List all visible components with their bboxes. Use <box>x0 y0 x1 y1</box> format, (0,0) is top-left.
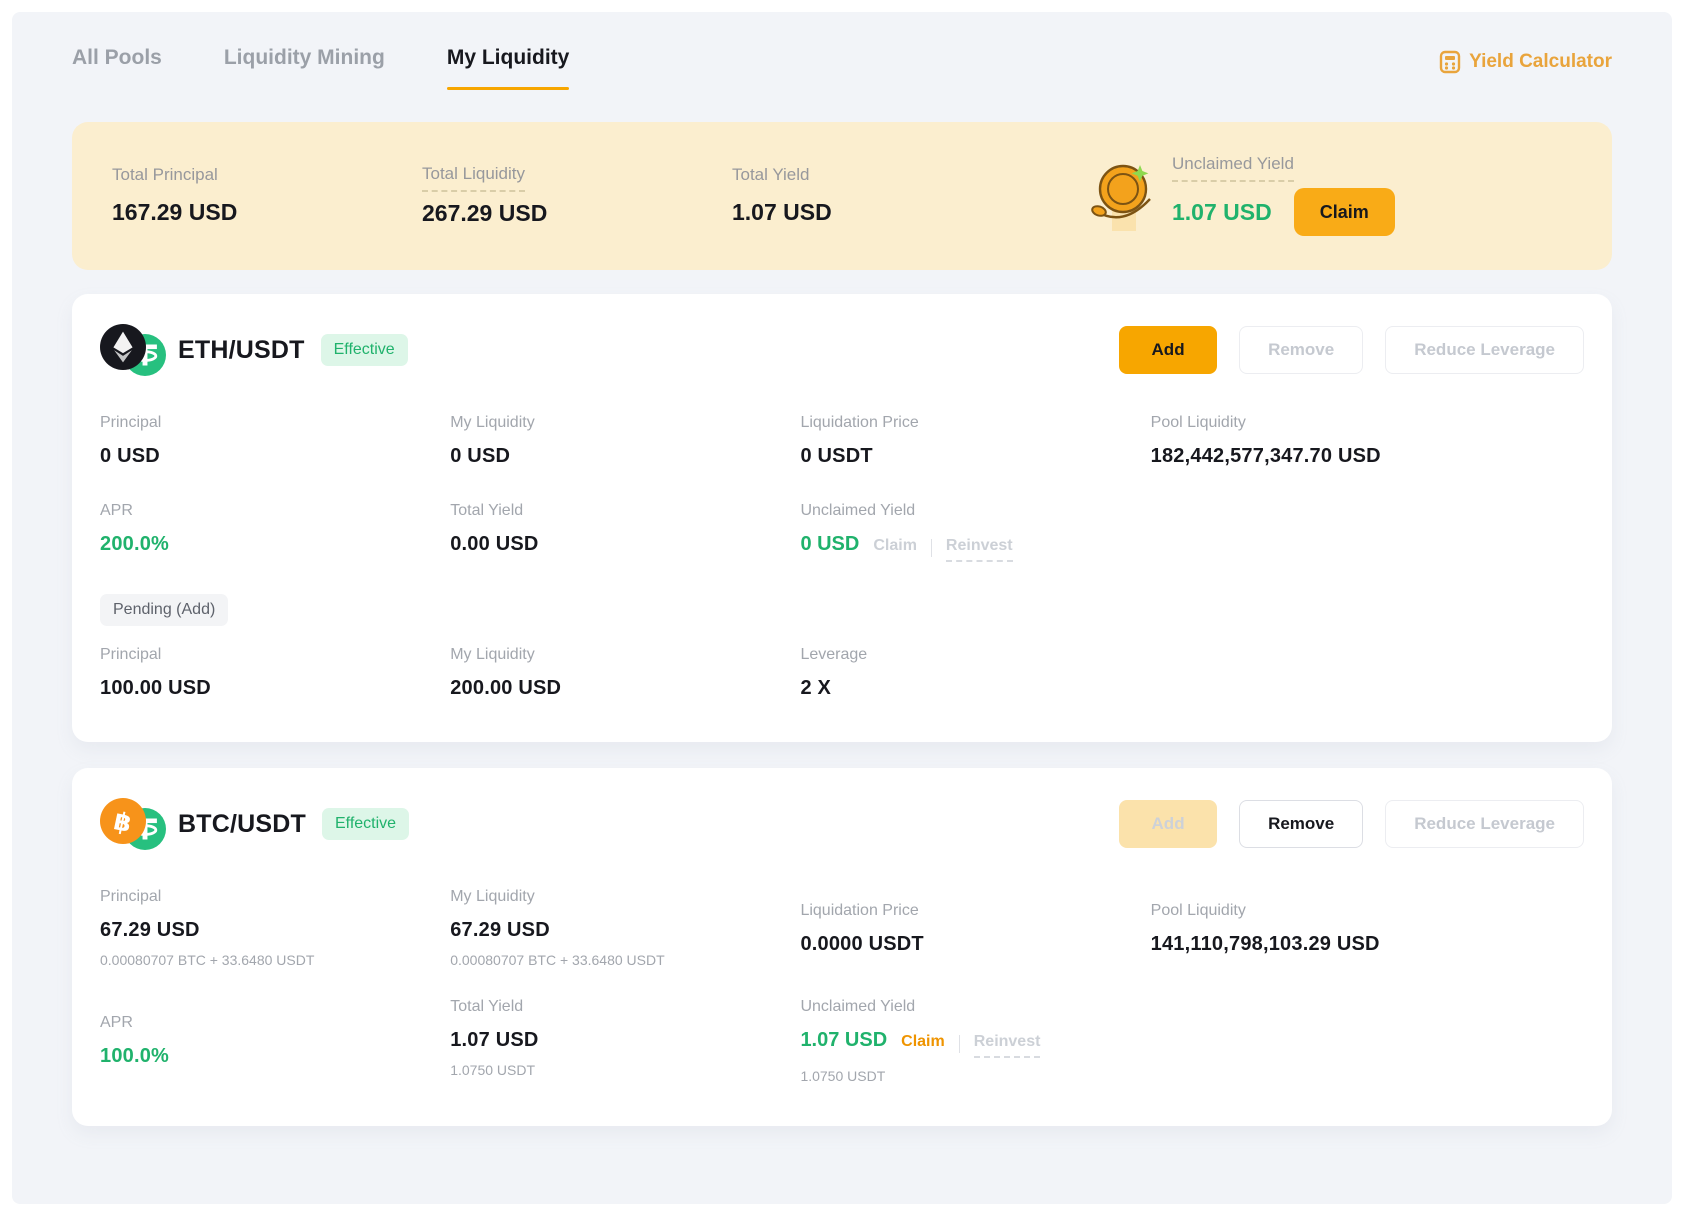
principal-breakdown: 0.00080707 BTC + 33.6480 USDT <box>100 952 315 968</box>
page-background: All Pools Liquidity Mining My Liquidity … <box>12 12 1672 1204</box>
total-yield-breakdown: 1.0750 USDT <box>450 1062 536 1078</box>
summary-banner: Total Principal 167.29 USD Total Liquidi… <box>72 122 1612 270</box>
unclaimed-yield-label[interactable]: Unclaimed Yield <box>1172 154 1294 182</box>
stat-unclaimed-yield: Unclaimed Yield 1.07 USD Claim Reinvest … <box>800 998 1150 1084</box>
calculator-icon <box>1439 50 1461 74</box>
claim-button[interactable]: Claim <box>1293 188 1395 236</box>
pool-card-btc-usdt: ฿ BTC/USDT Effective Add Remove Reduce L… <box>72 768 1612 1126</box>
stat-liquidation-price: Liquidation Price 0 USDT <box>800 414 919 467</box>
status-badge: Effective <box>321 808 410 840</box>
status-badge: Effective <box>320 334 408 366</box>
claim-link[interactable]: Claim <box>901 1033 945 1050</box>
stat-apr: APR 100.0% <box>100 1014 170 1067</box>
pair-name: BTC/USDT <box>178 809 306 838</box>
reduce-leverage-button[interactable]: Reduce Leverage <box>1385 800 1584 848</box>
total-principal-value: 167.29 USD <box>112 198 238 225</box>
tab-my-liquidity[interactable]: My Liquidity <box>447 46 570 94</box>
stat-my-liquidity: My Liquidity 67.29 USD 0.00080707 BTC + … <box>450 888 800 968</box>
gold-coin-illustration <box>1090 155 1156 235</box>
total-liquidity-label[interactable]: Total Liquidity <box>422 164 526 192</box>
pending-principal: Principal 100.00 USD <box>100 646 211 699</box>
pool-card-eth-usdt: ETH/USDT Effective Add Remove Reduce Lev… <box>72 294 1612 742</box>
unclaimed-yield-amount: 0 USD <box>800 533 860 555</box>
unclaimed-yield-amount: 1.07 USD <box>800 1029 888 1051</box>
stat-pool-liquidity: Pool Liquidity 182,442,577,347.70 USD <box>1150 414 1381 467</box>
pending-leverage: Leverage 2 X <box>800 646 868 699</box>
add-button[interactable]: Add <box>1119 326 1218 374</box>
pending-my-liquidity: My Liquidity 200.00 USD <box>450 646 562 699</box>
stat-apr: APR 200.0% <box>100 502 170 555</box>
total-liquidity-value: 267.29 USD <box>422 199 548 226</box>
remove-button[interactable]: Remove <box>1239 326 1364 374</box>
reduce-leverage-button[interactable]: Reduce Leverage <box>1385 326 1584 374</box>
total-yield-label: Total Yield <box>732 164 810 184</box>
btc-icon: ฿ <box>100 798 146 844</box>
remove-button[interactable]: Remove <box>1239 800 1364 848</box>
total-yield-value: 1.07 USD <box>732 198 832 225</box>
reinvest-link[interactable]: Reinvest <box>945 537 1013 562</box>
top-nav: All Pools Liquidity Mining My Liquidity … <box>72 46 1612 94</box>
unclaimed-yield-value: 1.07 USD <box>1172 198 1272 225</box>
unclaimed-yield-breakdown: 1.0750 USDT <box>800 1068 886 1084</box>
reinvest-link[interactable]: Reinvest <box>973 1033 1041 1058</box>
claim-link[interactable]: Claim <box>873 537 917 554</box>
yield-calculator-label: Yield Calculator <box>1469 51 1612 72</box>
eth-icon <box>100 324 146 370</box>
total-principal-label: Total Principal <box>112 164 218 184</box>
stat-total-yield: Total Yield 1.07 USD 1.0750 USDT <box>450 998 800 1084</box>
pending-add-badge: Pending (Add) <box>100 594 229 626</box>
pair-name: ETH/USDT <box>178 335 305 364</box>
stat-total-yield: Total Yield 0.00 USD <box>450 502 539 555</box>
stat-unclaimed-yield: Unclaimed Yield 0 USD Claim Reinvest <box>800 502 1150 562</box>
stat-principal: Principal 67.29 USD 0.00080707 BTC + 33.… <box>100 888 450 968</box>
stat-principal: Principal 0 USD <box>100 414 162 467</box>
stat-liquidation-price: Liquidation Price 0.0000 USDT <box>800 902 924 955</box>
stat-my-liquidity: My Liquidity 0 USD <box>450 414 535 467</box>
tab-all-pools[interactable]: All Pools <box>72 46 162 69</box>
stat-pool-liquidity: Pool Liquidity 141,110,798,103.29 USD <box>1150 902 1380 955</box>
add-button[interactable]: Add <box>1119 800 1218 848</box>
yield-calculator-link[interactable]: Yield Calculator <box>1439 50 1612 74</box>
tab-liquidity-mining[interactable]: Liquidity Mining <box>223 46 385 69</box>
my-liquidity-breakdown: 0.00080707 BTC + 33.6480 USDT <box>450 952 665 968</box>
svg-text:฿: ฿ <box>111 806 134 838</box>
